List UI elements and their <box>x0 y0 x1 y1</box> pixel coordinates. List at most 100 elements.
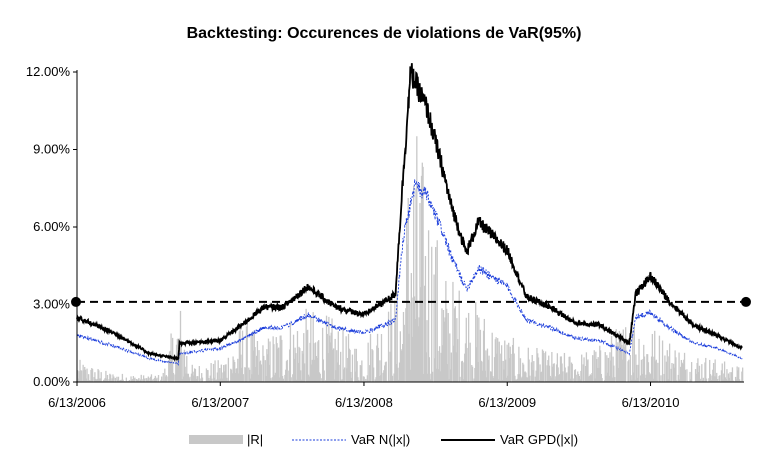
bar-mark <box>303 363 306 382</box>
bar-mark <box>227 357 230 382</box>
bar-mark <box>326 333 328 382</box>
bar-mark <box>358 380 360 382</box>
bar-mark <box>467 312 470 382</box>
bar-mark <box>549 375 551 382</box>
bar-mark <box>319 373 321 382</box>
bar-mark <box>316 358 318 382</box>
bar-mark <box>147 376 149 382</box>
bar-mark <box>660 375 662 382</box>
bar-mark <box>82 364 84 382</box>
bar-mark <box>165 375 168 382</box>
bar-mark <box>90 369 92 382</box>
bar-mark <box>681 362 683 382</box>
bar-mark <box>399 331 401 382</box>
bar-mark <box>610 360 612 382</box>
bar-mark <box>597 357 599 382</box>
bar-mark <box>615 329 617 382</box>
bar-mark <box>333 379 336 382</box>
bar-mark <box>292 334 295 382</box>
bar-mark <box>87 374 90 382</box>
bar-mark <box>606 372 609 382</box>
bar-mark <box>210 363 212 382</box>
bar-mark <box>533 361 535 382</box>
bar-mark <box>273 344 275 382</box>
bar-mark <box>79 359 81 382</box>
bar-mark <box>446 308 448 382</box>
bar-mark <box>679 366 682 382</box>
bar-mark <box>292 374 294 382</box>
bar-mark <box>663 373 665 382</box>
bar-mark <box>257 374 259 382</box>
bar-mark <box>385 361 387 382</box>
bar-mark <box>253 330 255 382</box>
bar-mark <box>194 368 197 382</box>
bar-mark <box>528 359 530 382</box>
bar-mark <box>599 350 602 382</box>
bar-mark <box>632 330 634 382</box>
bar-mark <box>374 379 376 382</box>
bar-mark <box>504 340 506 382</box>
bar-mark <box>86 368 88 382</box>
bar-mark <box>416 136 418 382</box>
bar-mark <box>718 375 720 382</box>
bar-mark <box>155 378 157 382</box>
bar-mark <box>310 316 312 382</box>
bar-mark <box>195 378 197 382</box>
bar-mark <box>422 166 424 382</box>
bar-mark <box>365 378 367 382</box>
bar-mark <box>513 353 515 382</box>
bar-mark <box>586 360 588 382</box>
bar-mark <box>372 350 374 382</box>
bar-mark <box>437 350 439 382</box>
bar-mark <box>535 370 537 382</box>
bar-mark <box>519 374 521 382</box>
bar-mark <box>579 379 581 382</box>
bar-mark <box>84 369 87 382</box>
bar-mark <box>481 361 483 382</box>
bar-mark <box>142 379 144 382</box>
bar-mark <box>260 364 263 382</box>
bar-mark <box>553 363 555 382</box>
bar-mark <box>654 330 656 382</box>
bar-mark <box>547 360 549 382</box>
bar-mark <box>559 374 561 382</box>
bar-mark <box>208 380 211 382</box>
bar-mark <box>490 371 493 382</box>
bar-mark <box>330 332 332 382</box>
bar-mark <box>697 358 699 382</box>
bar-mark <box>415 188 417 382</box>
bar-mark <box>178 354 180 382</box>
bar-mark <box>420 287 422 382</box>
bar-mark <box>478 317 480 382</box>
bar-mark <box>539 364 541 382</box>
bar-mark <box>238 331 241 382</box>
bar-mark <box>246 323 248 382</box>
bar-mark <box>288 370 290 382</box>
bar-mark <box>308 376 310 382</box>
bar-mark <box>690 362 693 382</box>
bar-mark <box>174 374 176 382</box>
bar-mark <box>310 364 313 382</box>
bar-mark <box>338 364 340 382</box>
bar-mark <box>356 361 358 382</box>
bar-mark <box>574 369 577 382</box>
bar-mark <box>301 350 303 382</box>
bar-mark <box>661 340 664 382</box>
bar-mark <box>425 352 427 382</box>
bar-mark <box>581 354 583 382</box>
bar-mark <box>598 367 600 382</box>
y-tick-label: 9.00% <box>33 142 70 157</box>
bar-mark <box>402 311 405 382</box>
bar-mark <box>436 240 438 382</box>
bar-mark <box>590 375 592 382</box>
bar-mark <box>416 300 419 382</box>
bar-mark <box>683 359 685 382</box>
bar-mark <box>497 338 499 382</box>
bar-mark <box>500 345 503 382</box>
bar-mark <box>340 380 343 382</box>
bar-mark <box>638 338 640 382</box>
bar-mark <box>343 367 346 382</box>
bar-mark <box>263 355 265 382</box>
bar-mark <box>689 371 691 382</box>
bar-mark <box>605 375 607 382</box>
